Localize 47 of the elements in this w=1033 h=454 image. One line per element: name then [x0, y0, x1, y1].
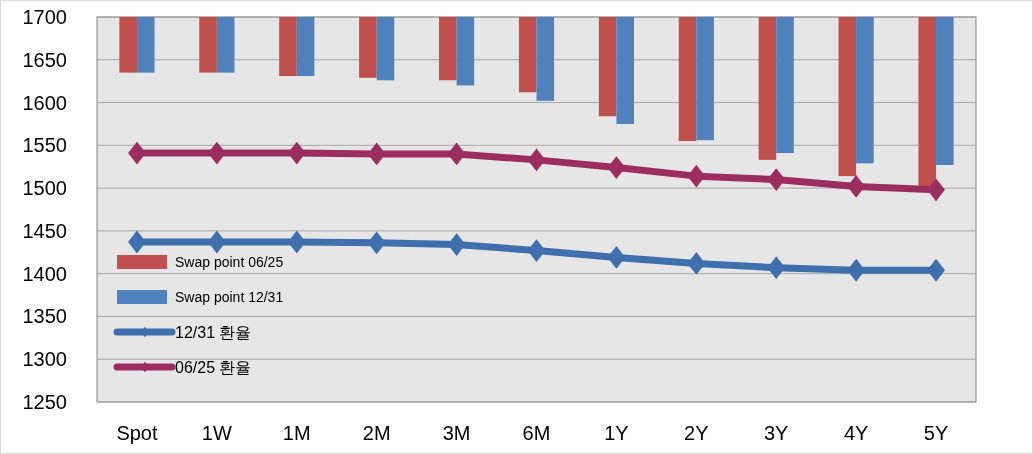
y-tick-label: 1550: [22, 134, 67, 157]
point: [207, 141, 226, 165]
y-tick-label: 1500: [22, 177, 67, 200]
point: [447, 142, 466, 166]
x-tick-label: 1W: [201, 422, 232, 444]
point: [927, 258, 945, 282]
point: [287, 141, 306, 165]
point: [607, 246, 626, 269]
legend-label: 06/25 환율: [175, 358, 252, 376]
point: [527, 148, 546, 172]
point: [367, 142, 386, 166]
x-tick-label: 5Y: [923, 422, 949, 444]
point: [447, 233, 466, 256]
x-tick-label: 1M: [282, 422, 311, 444]
point: [767, 256, 786, 280]
x-tick-label: 1Y: [604, 422, 629, 444]
point: [128, 141, 146, 165]
y-tick-label: 1300: [22, 348, 67, 371]
point: [687, 164, 706, 188]
y-tick-label: 1400: [22, 262, 67, 285]
point: [927, 178, 945, 202]
point: [128, 230, 146, 254]
y-tick-label: 1650: [22, 48, 67, 71]
legend-label: Swap point 06/25: [175, 253, 284, 270]
y-tick-label: 1700: [22, 6, 67, 28]
point: [847, 175, 866, 198]
point: [847, 258, 866, 282]
y-tick-label: 1250: [22, 391, 67, 413]
x-tick-label: 6M: [522, 422, 551, 444]
x-tick-label: 2Y: [684, 422, 709, 444]
x-tick-label: 4Y: [843, 422, 869, 444]
point: [527, 239, 546, 262]
legend-label: Swap point 12/31: [175, 288, 284, 305]
y-tick-label: 1450: [22, 219, 67, 242]
x-tick-label: 3Y: [763, 422, 789, 444]
point: [687, 252, 706, 275]
point: [607, 156, 626, 179]
point: [207, 230, 226, 254]
point: [287, 230, 306, 254]
y-tick-label: 1600: [22, 91, 67, 114]
x-tick-label: 2M: [362, 422, 391, 444]
point: [767, 168, 786, 191]
point: [367, 231, 386, 255]
legend-label: 12/31 환율: [175, 323, 252, 341]
x-tick-label: 3M: [442, 422, 471, 444]
y-tick-label: 1350: [22, 305, 67, 328]
x-tick-label: Spot: [116, 422, 158, 444]
